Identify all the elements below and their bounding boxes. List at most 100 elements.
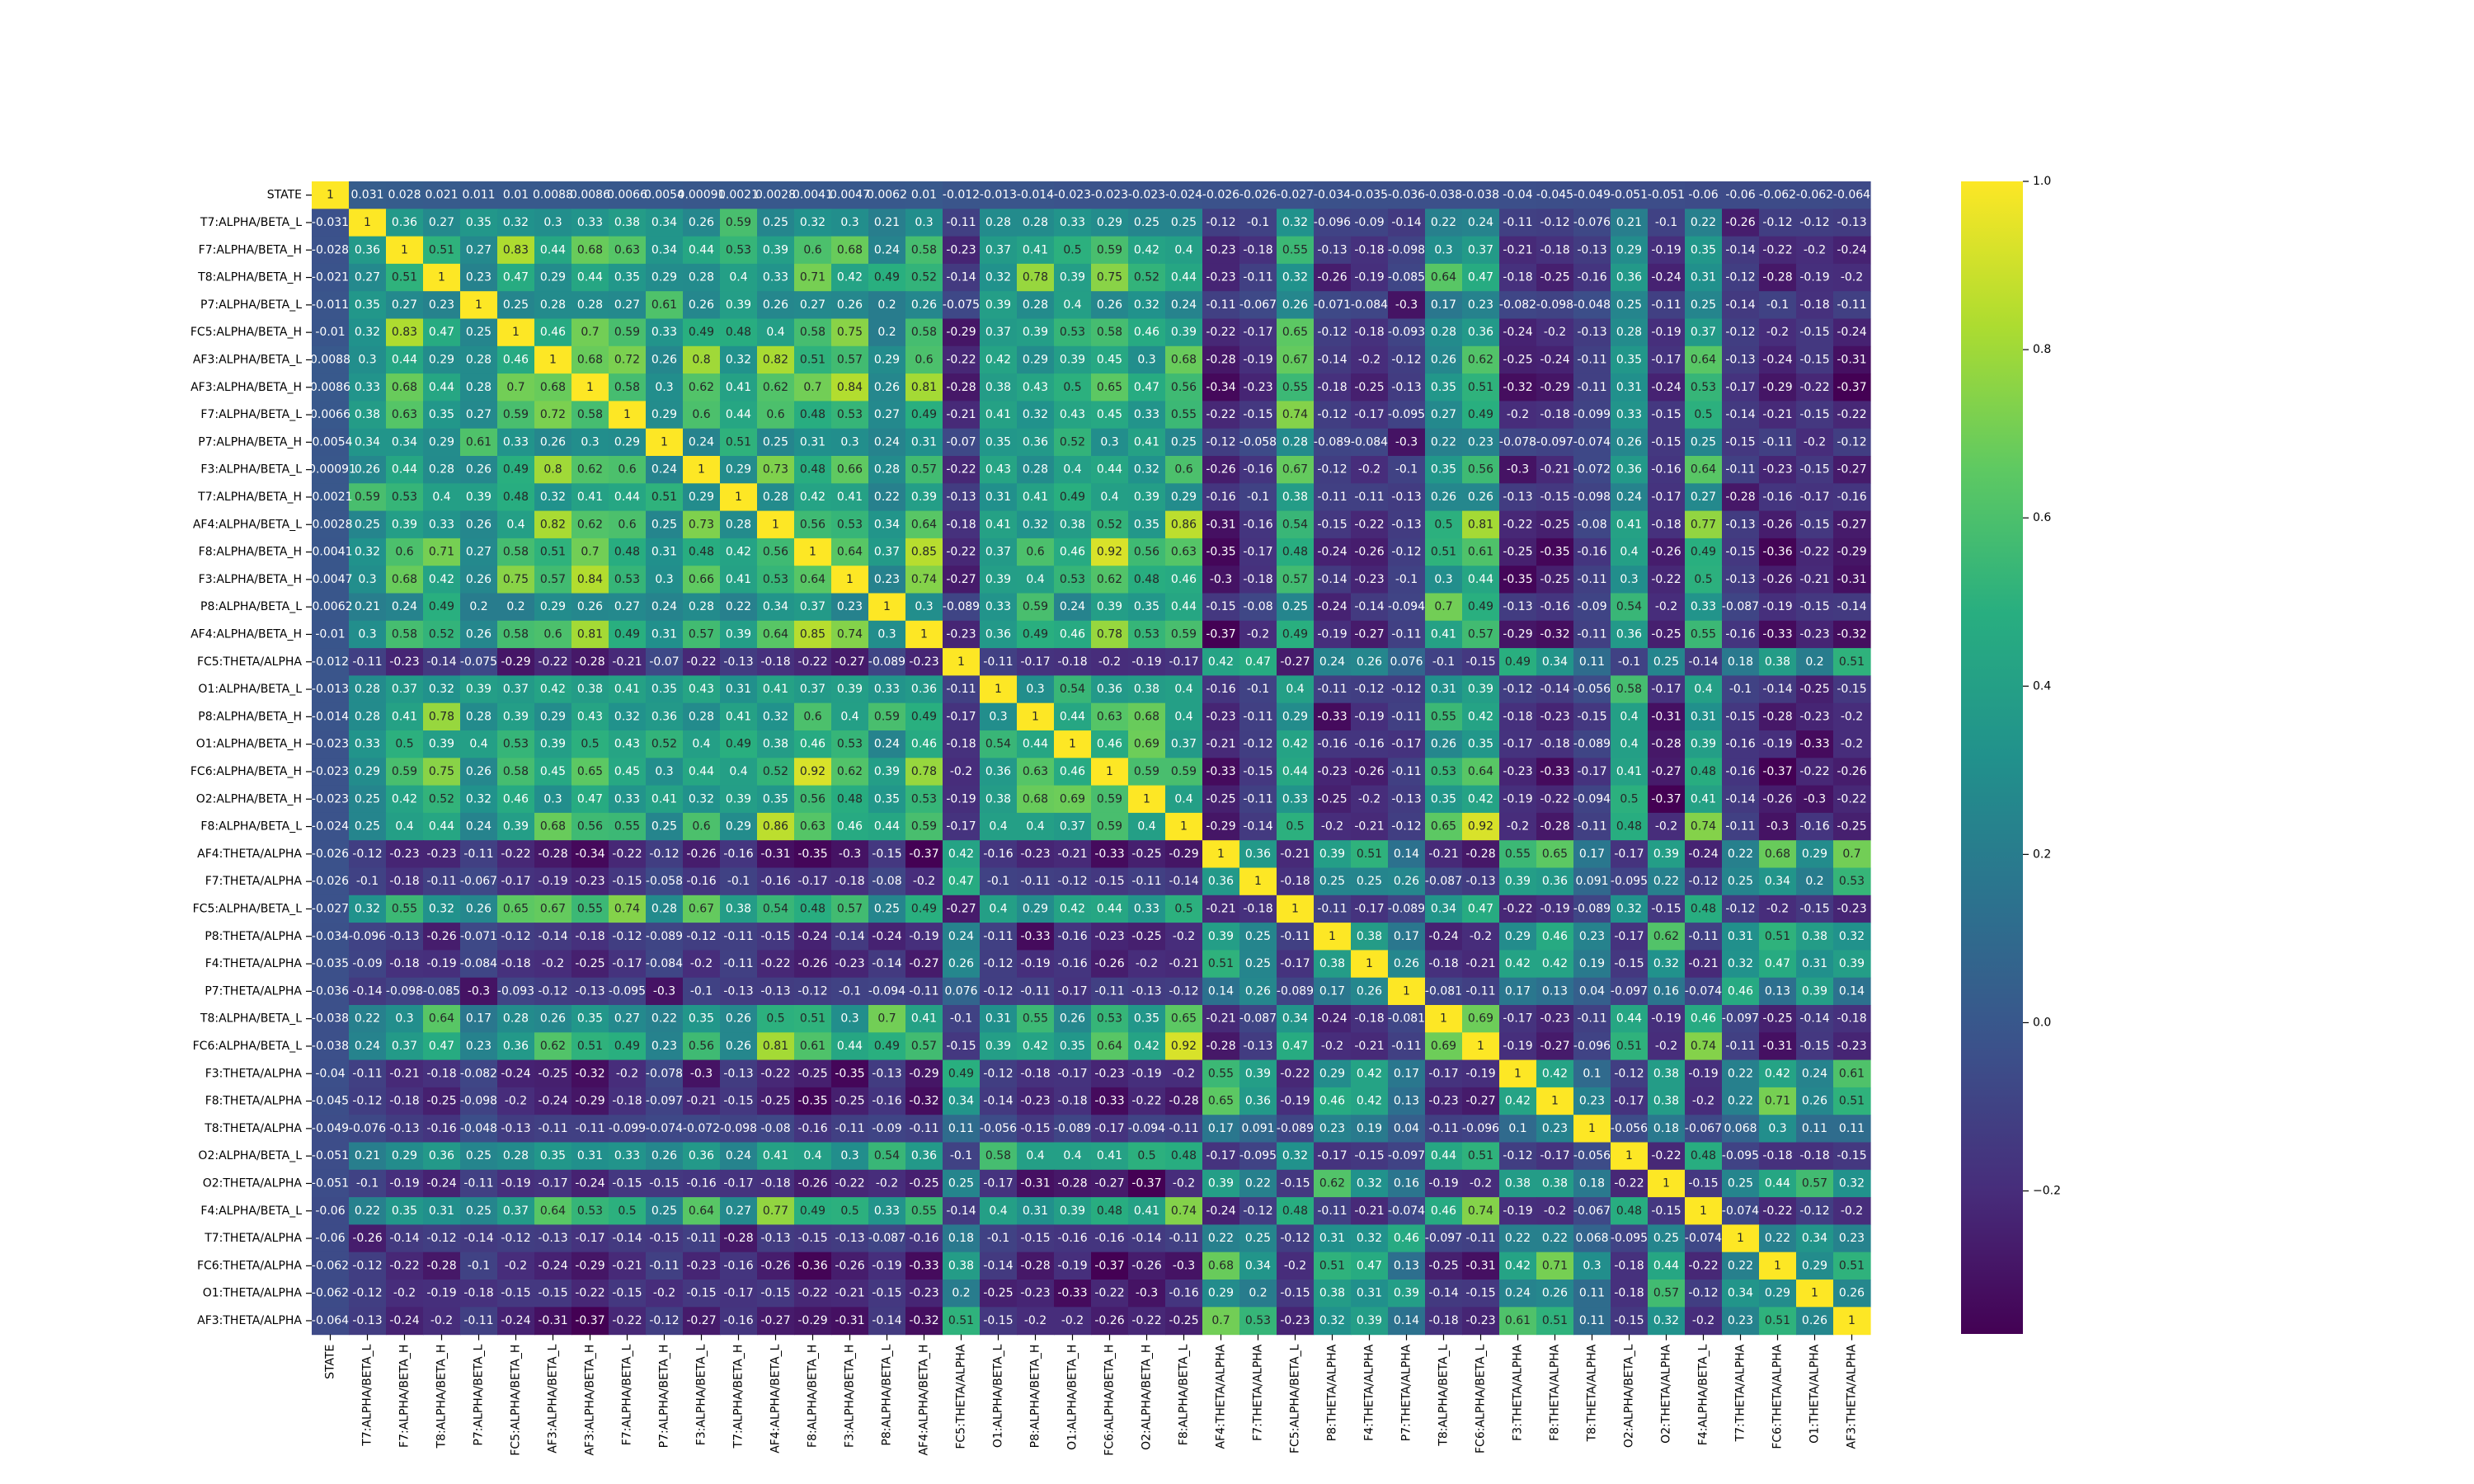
cell-value-label: -0.18 — [1317, 381, 1347, 394]
cell-value-label: -0.17 — [1651, 491, 1681, 504]
cell-value-label: -0.26 — [1837, 765, 1866, 778]
cell-value-label: -0.16 — [723, 1314, 753, 1327]
heatmap-cell — [1648, 181, 1686, 209]
cell-value-label: -0.31 — [760, 848, 790, 861]
cell-value-label: 0.52 — [429, 792, 454, 805]
y-tick-label: O2:ALPHA/BETA_H — [196, 792, 302, 805]
cell-value-label: 0.57 — [689, 627, 714, 641]
heatmap-cell — [1462, 181, 1500, 209]
heatmap-cell — [1722, 209, 1760, 237]
cell-value-label: 0.62 — [689, 381, 714, 394]
heatmap-cell — [1499, 318, 1537, 347]
cell-value-label: 0.29 — [874, 353, 900, 366]
cell-value-label: -0.25 — [1837, 820, 1866, 834]
cell-value-label: 0.0086 — [570, 189, 610, 202]
heatmap-cell — [1054, 345, 1092, 374]
heatmap-cell — [460, 291, 498, 320]
cell-value-label: -0.08 — [760, 1122, 790, 1135]
cell-value-label: -0.26 — [1094, 957, 1124, 970]
cell-value-label: 0.49 — [911, 408, 937, 421]
cell-value-label: -0.11 — [1577, 627, 1606, 641]
heatmap-cell — [423, 291, 461, 320]
cell-value-label: -0.21 — [1280, 848, 1310, 861]
cell-value-label: 0.51 — [1616, 1040, 1642, 1053]
cell-value-label: 0.26 — [1616, 435, 1642, 448]
cell-value-label: -0.14 — [1688, 655, 1718, 669]
cell-value-label: -0.16 — [1057, 930, 1087, 943]
heatmap-cell — [1351, 209, 1389, 237]
cell-value-label: 0.35 — [651, 683, 677, 696]
heatmap-cell — [831, 263, 869, 292]
cell-value-label: 0.35 — [1134, 1012, 1159, 1026]
heatmap-cell — [1462, 345, 1500, 374]
cell-value-label: 0.16 — [1394, 1176, 1419, 1190]
cell-value-label: 0.36 — [985, 627, 1011, 641]
cell-value-label: -0.22 — [1651, 1149, 1681, 1162]
cell-value-label: -0.071 — [1314, 298, 1351, 312]
cell-value-label: -0.24 — [1317, 1012, 1347, 1026]
cell-value-label: -0.11 — [946, 216, 976, 229]
cell-value-label: -0.12 — [538, 984, 567, 998]
cell-value-label: -0.23 — [1206, 271, 1235, 284]
cell-value-label: 0.26 — [540, 435, 566, 448]
cell-value-label: 0.34 — [651, 243, 677, 256]
cell-value-label: 0.35 — [1616, 353, 1642, 366]
cell-value-label: -0.021 — [312, 271, 349, 284]
cell-value-label: -0.12 — [983, 984, 1013, 998]
cell-value-label: 0.33 — [874, 683, 900, 696]
cell-value-label: -0.12 — [352, 1259, 382, 1272]
cell-value-label: 0.39 — [1357, 1314, 1382, 1327]
cell-value-label: 0.55 — [614, 820, 640, 834]
cell-value-label: 0.54 — [1282, 518, 1308, 531]
cell-value-label: 0.92 — [800, 765, 825, 778]
cell-value-label: -0.16 — [760, 875, 790, 888]
cell-value-label: 0.7 — [803, 381, 821, 394]
cell-value-label: 0.13 — [1765, 984, 1790, 998]
heatmap-cell — [757, 318, 795, 347]
cell-value-label: 0.33 — [614, 792, 640, 805]
cell-value-label: -0.12 — [1503, 683, 1532, 696]
cell-value-label: -0.12 — [1391, 353, 1421, 366]
cell-value-label: 0.23 — [1579, 930, 1605, 943]
cell-value-label: -0.17 — [946, 710, 976, 723]
cell-value-label: -0.089 — [1314, 435, 1351, 448]
cell-value-label: 0.36 — [1245, 848, 1271, 861]
cell-value-label: 0.32 — [1357, 1232, 1382, 1245]
cell-value-label: 0.74 — [1691, 820, 1716, 834]
cell-value-label: 0.44 — [1097, 463, 1122, 477]
cell-value-label: 0.45 — [614, 765, 640, 778]
cell-value-label: -0.19 — [1131, 1067, 1161, 1080]
cell-value-label: 0.25 — [1616, 298, 1642, 312]
cell-value-label: 0.44 — [1171, 600, 1197, 613]
cell-value-label: 0.29 — [1023, 353, 1048, 366]
x-tick-label: F8:THETA/ALPHA — [1549, 1344, 1562, 1441]
cell-value-label: -0.23 — [1540, 710, 1569, 723]
cell-value-label: 0.22 — [1245, 1176, 1271, 1190]
cell-value-label: 0.31 — [1319, 1232, 1345, 1245]
heatmap-cell — [831, 236, 869, 265]
cell-value-label: -0.28 — [1169, 1095, 1198, 1108]
cell-value-label: 0.85 — [800, 627, 825, 641]
cell-value-label: 1 — [1366, 957, 1373, 970]
cell-value-label: 0.34 — [1282, 1012, 1308, 1026]
cell-value-label: -0.16 — [1206, 491, 1235, 504]
cell-value-label: -0.16 — [872, 1095, 901, 1108]
cell-value-label: -0.04 — [1503, 189, 1532, 202]
cell-value-label: 0.42 — [837, 271, 863, 284]
cell-value-label: -0.2 — [1358, 353, 1380, 366]
cell-value-label: 0.26 — [651, 1149, 677, 1162]
cell-value-label: -0.22 — [1762, 243, 1792, 256]
cell-value-label: 0.32 — [1839, 1176, 1865, 1190]
cell-value-label: 0.68 — [1208, 1259, 1234, 1272]
cell-value-label: 0.44 — [726, 408, 751, 421]
heatmap-cell — [386, 263, 424, 292]
cell-value-label: 0.36 — [651, 710, 677, 723]
cell-value-label: 1 — [438, 271, 445, 284]
heatmap-cell — [1128, 263, 1166, 292]
cell-value-label: -0.11 — [352, 655, 382, 669]
heatmap-cell — [1833, 236, 1871, 265]
x-tick-label: F7:ALPHA/BETA_H — [398, 1345, 412, 1448]
x-tick-label: F4:THETA/ALPHA — [1363, 1344, 1376, 1441]
cell-value-label: -0.13 — [1725, 353, 1755, 366]
cell-value-label: -0.11 — [1725, 820, 1755, 834]
